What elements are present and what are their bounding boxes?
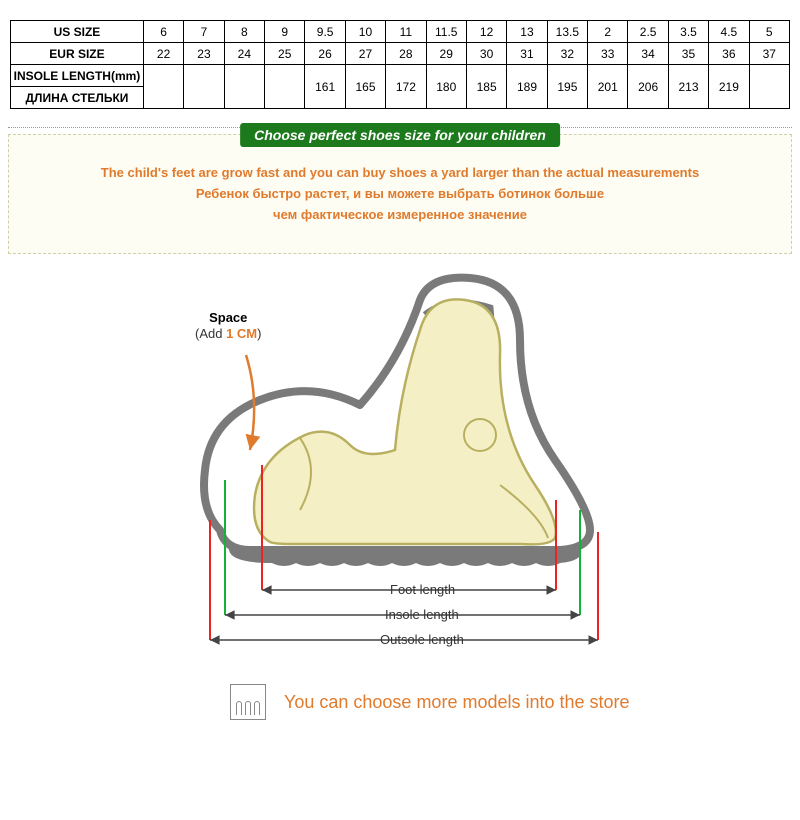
- cell: [143, 65, 183, 109]
- cell: 35: [668, 43, 708, 65]
- measure-foot-length: Foot length: [390, 582, 455, 597]
- cell: 185: [466, 65, 506, 109]
- cell: 2: [588, 21, 628, 43]
- cell: 13.5: [547, 21, 587, 43]
- cell: 213: [668, 65, 708, 109]
- advice-text: The child's feet are grow fast and you c…: [19, 163, 781, 225]
- cell: 28: [386, 43, 426, 65]
- cell: 32: [547, 43, 587, 65]
- table-row: EUR SIZE 22 23 24 25 26 27 28 29 30 31 3…: [11, 43, 790, 65]
- add-prefix: (Add: [195, 326, 226, 341]
- panel-badge: Choose perfect shoes size for your child…: [240, 123, 560, 147]
- measure-insole-length: Insole length: [385, 607, 459, 622]
- advice-panel: Choose perfect shoes size for your child…: [8, 134, 792, 254]
- cell: 165: [345, 65, 385, 109]
- cell: [265, 65, 305, 109]
- size-chart-table: US SIZE 6 7 8 9 9.5 10 11 11.5 12 13 13.…: [10, 20, 790, 109]
- advice-line: Ребенок быстро растет, и вы можете выбра…: [19, 184, 781, 205]
- cell: 33: [588, 43, 628, 65]
- cell: 30: [466, 43, 506, 65]
- cell: 7: [184, 21, 224, 43]
- cell: 36: [709, 43, 749, 65]
- space-word: Space: [209, 310, 247, 325]
- cell: 206: [628, 65, 668, 109]
- shoe-diagram: Space (Add 1 CM) Foot length Insole leng…: [0, 260, 800, 690]
- cell: 11: [386, 21, 426, 43]
- cell: 22: [143, 43, 183, 65]
- cell: 9.5: [305, 21, 345, 43]
- measure-outsole-length: Outsole length: [380, 632, 464, 647]
- add-value: 1 CM: [226, 326, 257, 341]
- row-header-insole-ru: ДЛИНА СТЕЛЬКИ: [11, 87, 144, 109]
- cell: 5: [749, 21, 789, 43]
- cell: 11.5: [426, 21, 466, 43]
- cell: 29: [426, 43, 466, 65]
- cell: 195: [547, 65, 587, 109]
- table-row: INSOLE LENGTH(mm) 161 165 172 180 185 18…: [11, 65, 790, 87]
- cell: [224, 65, 264, 109]
- cell: [749, 65, 789, 109]
- cell: 6: [143, 21, 183, 43]
- cell: 10: [345, 21, 385, 43]
- cell: 24: [224, 43, 264, 65]
- cell: 4.5: [709, 21, 749, 43]
- row-header-eur: EUR SIZE: [11, 43, 144, 65]
- cell: 189: [507, 65, 547, 109]
- advice-line: чем фактическое измеренное значение: [19, 205, 781, 226]
- cell: 12: [466, 21, 506, 43]
- cell: 34: [628, 43, 668, 65]
- cell: 13: [507, 21, 547, 43]
- cell: 27: [345, 43, 385, 65]
- cell: 9: [265, 21, 305, 43]
- cell: 3.5: [668, 21, 708, 43]
- cell: 26: [305, 43, 345, 65]
- add-suffix: ): [257, 326, 261, 341]
- cell: 161: [305, 65, 345, 109]
- cell: 180: [426, 65, 466, 109]
- shoe-svg: [0, 260, 800, 690]
- cell: 8: [224, 21, 264, 43]
- cell: 31: [507, 43, 547, 65]
- table-row: US SIZE 6 7 8 9 9.5 10 11 11.5 12 13 13.…: [11, 21, 790, 43]
- cell: 2.5: [628, 21, 668, 43]
- cell: [184, 65, 224, 109]
- cell: 201: [588, 65, 628, 109]
- cell: 25: [265, 43, 305, 65]
- footer-text: You can choose more models into the stor…: [284, 692, 630, 713]
- cell: 23: [184, 43, 224, 65]
- advice-line: The child's feet are grow fast and you c…: [19, 163, 781, 184]
- cell: 37: [749, 43, 789, 65]
- cell: 172: [386, 65, 426, 109]
- row-header-insole: INSOLE LENGTH(mm): [11, 65, 144, 87]
- space-label: Space (Add 1 CM): [195, 310, 261, 341]
- row-header-us: US SIZE: [11, 21, 144, 43]
- cell: 219: [709, 65, 749, 109]
